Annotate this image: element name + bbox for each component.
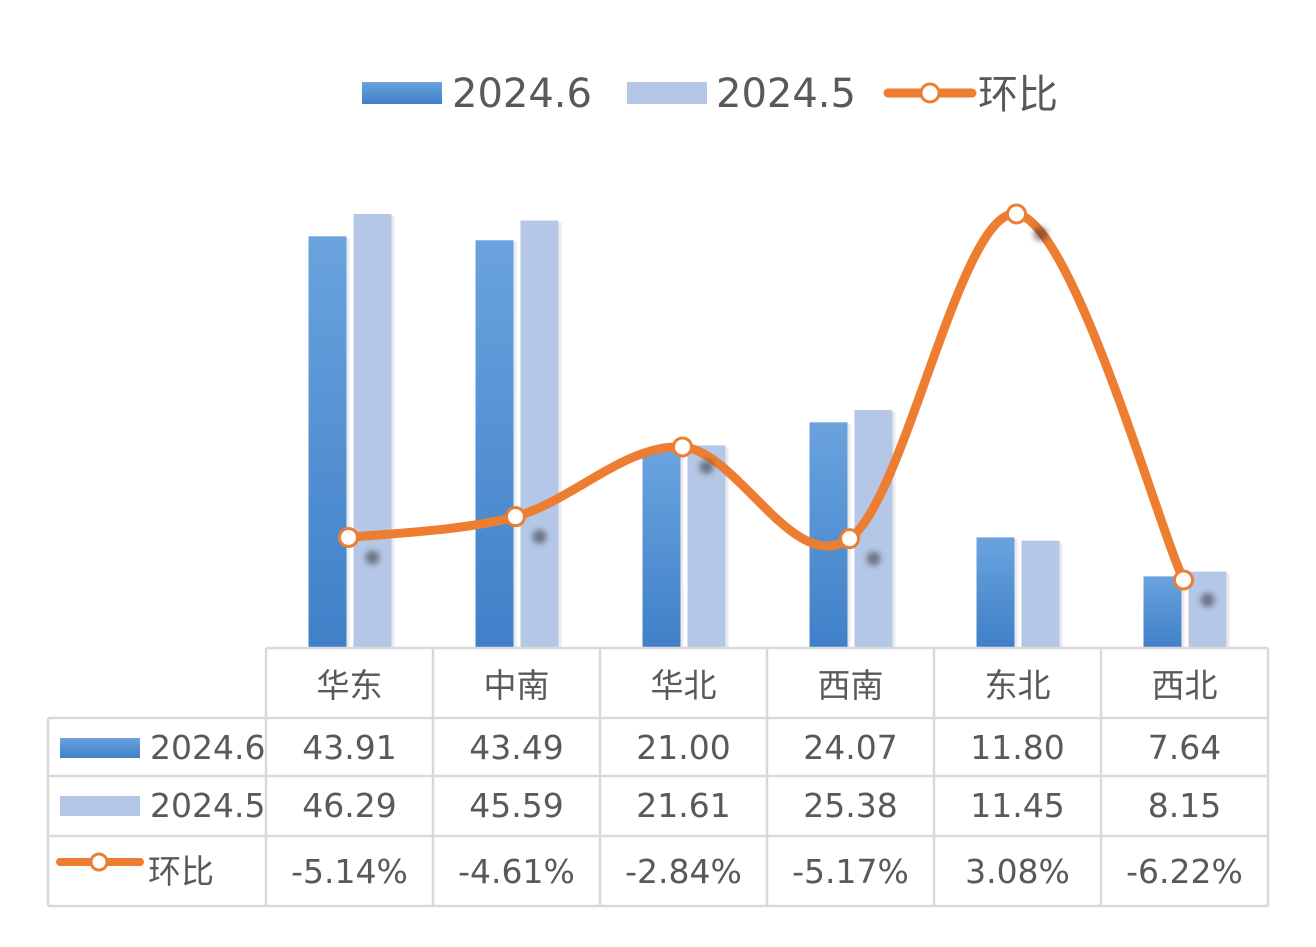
table-cell-value: 3.08% (965, 852, 1070, 891)
category-label: 东北 (985, 666, 1051, 705)
line-marker-huanbi (1006, 203, 1027, 225)
line-marker-shadow (699, 459, 714, 474)
table-cell-value: 25.38 (803, 786, 897, 825)
table-cell-value: 46.29 (302, 786, 396, 825)
category-label: 华北 (651, 666, 717, 705)
line-marker-shadow (365, 550, 380, 565)
legend: 2024.6 2024.5 环比 (362, 71, 1058, 118)
bar-2024-5 (1021, 540, 1060, 648)
legend-swatch-2024-6 (362, 82, 442, 104)
table-cell-value: 43.49 (469, 728, 563, 767)
table-cell-value: 11.45 (970, 786, 1064, 825)
table-cell-value: 45.59 (469, 786, 563, 825)
legend-label-2024-6: 2024.6 (452, 71, 592, 117)
line-marker-huanbi (839, 528, 860, 550)
table-cell-value: 21.00 (636, 728, 730, 767)
legend-label-huanbi: 环比 (978, 72, 1058, 118)
line-marker-huanbi (1173, 569, 1194, 591)
category-label: 西南 (818, 666, 884, 705)
line-marker-shadow (1200, 593, 1215, 607)
row-swatch-2024-5 (60, 796, 140, 816)
table-cell-value: -6.22% (1126, 852, 1243, 891)
category-label: 华东 (317, 666, 383, 705)
row-swatch-2024-6 (60, 738, 140, 758)
line-marker-shadow (866, 551, 881, 566)
table-cell-value: -5.17% (792, 852, 909, 891)
bar-2024-6 (1143, 576, 1182, 648)
table-cell-value: -2.84% (625, 852, 742, 891)
category-label: 西北 (1152, 666, 1218, 705)
bar-2024-5 (520, 220, 559, 648)
bar-2024-5 (687, 445, 726, 648)
data-table: 华东 中南 华北 西南 东北 西北 2024.6 2024.5 环比 43.91 43.49 21.0… (46, 646, 1270, 908)
bar-2024-6 (308, 236, 347, 649)
table-cell-value: 8.15 (1148, 786, 1221, 825)
line-marker-shadow (1033, 227, 1048, 241)
table-cell-value: -4.61% (458, 852, 575, 891)
row-label-2024-5: 2024.5 (150, 786, 265, 825)
bar-2024-6 (976, 537, 1015, 648)
line-marker-huanbi (338, 526, 359, 548)
line-marker-huanbi (505, 506, 526, 528)
legend-swatch-2024-5 (627, 82, 707, 104)
row-label-huanbi: 环比 (148, 852, 214, 891)
table-cell-value: -5.14% (291, 852, 408, 891)
line-huanbi (344, 209, 1188, 585)
bar-2024-5 (353, 214, 392, 648)
line-layer (338, 203, 1215, 607)
bar-2024-6 (642, 451, 681, 648)
bars (308, 214, 1230, 649)
table-cell-value: 43.91 (302, 728, 396, 767)
legend-marker-huanbi (919, 82, 941, 104)
category-label: 中南 (484, 666, 550, 705)
table-cell-value: 11.80 (970, 728, 1064, 767)
table-cell-value: 7.64 (1148, 728, 1221, 767)
bar-2024-5 (1188, 571, 1227, 648)
table-cell-value: 24.07 (803, 728, 897, 767)
line-marker-shadow (532, 529, 547, 544)
row-marker-huanbi (89, 852, 109, 872)
line-marker-huanbi (672, 436, 693, 458)
legend-label-2024-5: 2024.5 (716, 71, 856, 117)
table-cell-value: 21.61 (636, 786, 730, 825)
row-label-2024-6: 2024.6 (150, 728, 265, 767)
bar-2024-6 (475, 240, 514, 648)
